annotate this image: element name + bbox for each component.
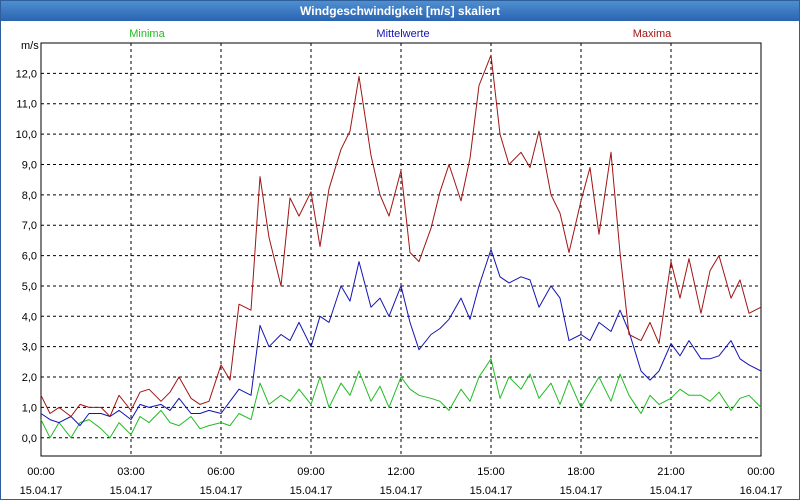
x-axis-tick-labels: 00:00 15.04.17 03:00 15.04.17 06:00 15.04.17 0… (20, 466, 783, 497)
x-tick-date: 15.04.17 (650, 485, 693, 497)
series-line-mittel (40, 249, 762, 427)
y-tick-label: 9,0 (22, 159, 37, 171)
x-tick-date: 15.04.17 (380, 485, 423, 497)
x-tick-time: 18:00 (567, 466, 595, 478)
y-tick-label: 2,0 (22, 372, 37, 384)
legend-minima: Minima (129, 28, 165, 40)
x-tick-time: 21:00 (657, 466, 685, 478)
series-lines (40, 54, 762, 439)
y-tick-label: 0,0 (22, 433, 37, 445)
y-tick-label: 6,0 (22, 251, 37, 263)
y-tick-label: 10,0 (16, 129, 37, 141)
y-tick-label: 5,0 (22, 281, 37, 293)
x-tick-time: 15:00 (477, 466, 505, 478)
legend-maxima: Maxima (633, 28, 672, 40)
y-tick-label: 11,0 (16, 99, 37, 111)
y-tick-label: 1,0 (22, 402, 37, 414)
x-tick-date: 15.04.17 (200, 485, 243, 497)
x-tick-time: 06:00 (207, 466, 235, 478)
y-axis-tick-labels: 0,0 1,0 2,0 3,0 4,0 5,0 6,0 7,0 8,0 9,0 10,0 11,0 12… (16, 68, 37, 444)
x-tick-time: 00:00 (27, 466, 55, 478)
x-tick-date: 15.04.17 (470, 485, 513, 497)
y-tick-label: 12,0 (16, 68, 37, 80)
x-tick-date: 15.04.17 (110, 485, 153, 497)
x-tick-date: 15.04.17 (290, 485, 333, 497)
series-line-minima (40, 358, 762, 439)
wind-speed-chart: 0,0 1,0 2,0 3,0 4,0 5,0 6,0 7,0 8,0 9,0 10,0 11,0 12… (16, 28, 783, 497)
y-tick-label: 4,0 (22, 311, 37, 323)
x-tick-date: 15.04.17 (560, 485, 603, 497)
series-line-maxima (40, 54, 762, 417)
legend-mittelwerte: Mittelwerte (376, 28, 429, 40)
x-tick-date: 15.04.17 (20, 485, 63, 497)
y-axis-label: m/s (21, 40, 39, 52)
y-tick-label: 7,0 (22, 220, 37, 232)
x-tick-date: 16.04.17 (740, 485, 783, 497)
y-tick-label: 3,0 (22, 342, 37, 354)
x-tick-time: 12:00 (387, 466, 415, 478)
x-tick-time: 03:00 (117, 466, 145, 478)
window-title: Windgeschwindigkeit [m/s] skaliert (1, 1, 799, 21)
x-tick-time: 00:00 (747, 466, 775, 478)
y-tick-label: 8,0 (22, 190, 37, 202)
x-tick-time: 09:00 (297, 466, 325, 478)
